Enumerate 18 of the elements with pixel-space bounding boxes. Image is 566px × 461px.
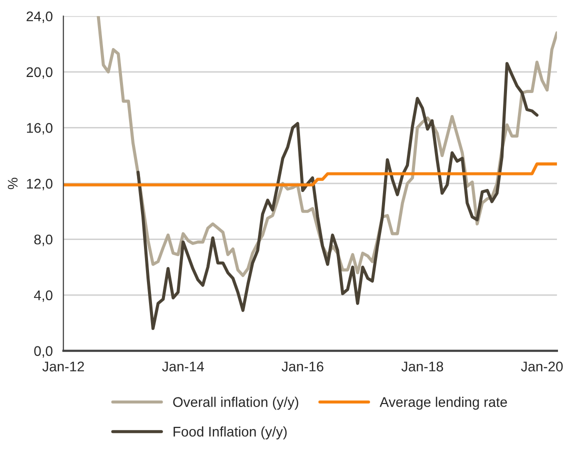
legend-label: Overall inflation (y/y) <box>173 396 298 410</box>
y-tick-label: 16,0 <box>27 123 52 135</box>
line-series <box>63 162 557 186</box>
y-axis-title: % <box>8 178 18 190</box>
line-series <box>136 62 538 330</box>
x-tick-label: Jan-12 <box>42 362 84 372</box>
y-tick-label: 20,0 <box>26 67 52 79</box>
legend-label: Average lending rate <box>380 396 507 410</box>
legend-label: Food Inflation (y/y) <box>174 426 287 440</box>
y-tick-label: 24,0 <box>26 11 52 23</box>
y-tick-label: 4,0 <box>34 290 52 302</box>
y-tick-label: 12,0 <box>27 178 52 190</box>
x-tick-label: Jan-18 <box>401 362 444 372</box>
x-tick-label: Jan-16 <box>282 362 324 372</box>
y-tick-label: 0,0 <box>34 346 52 358</box>
x-tick-label: Jan-14 <box>162 362 204 372</box>
y-tick-label: 8,0 <box>34 234 52 246</box>
x-tick-label: Jan-20 <box>521 362 563 372</box>
